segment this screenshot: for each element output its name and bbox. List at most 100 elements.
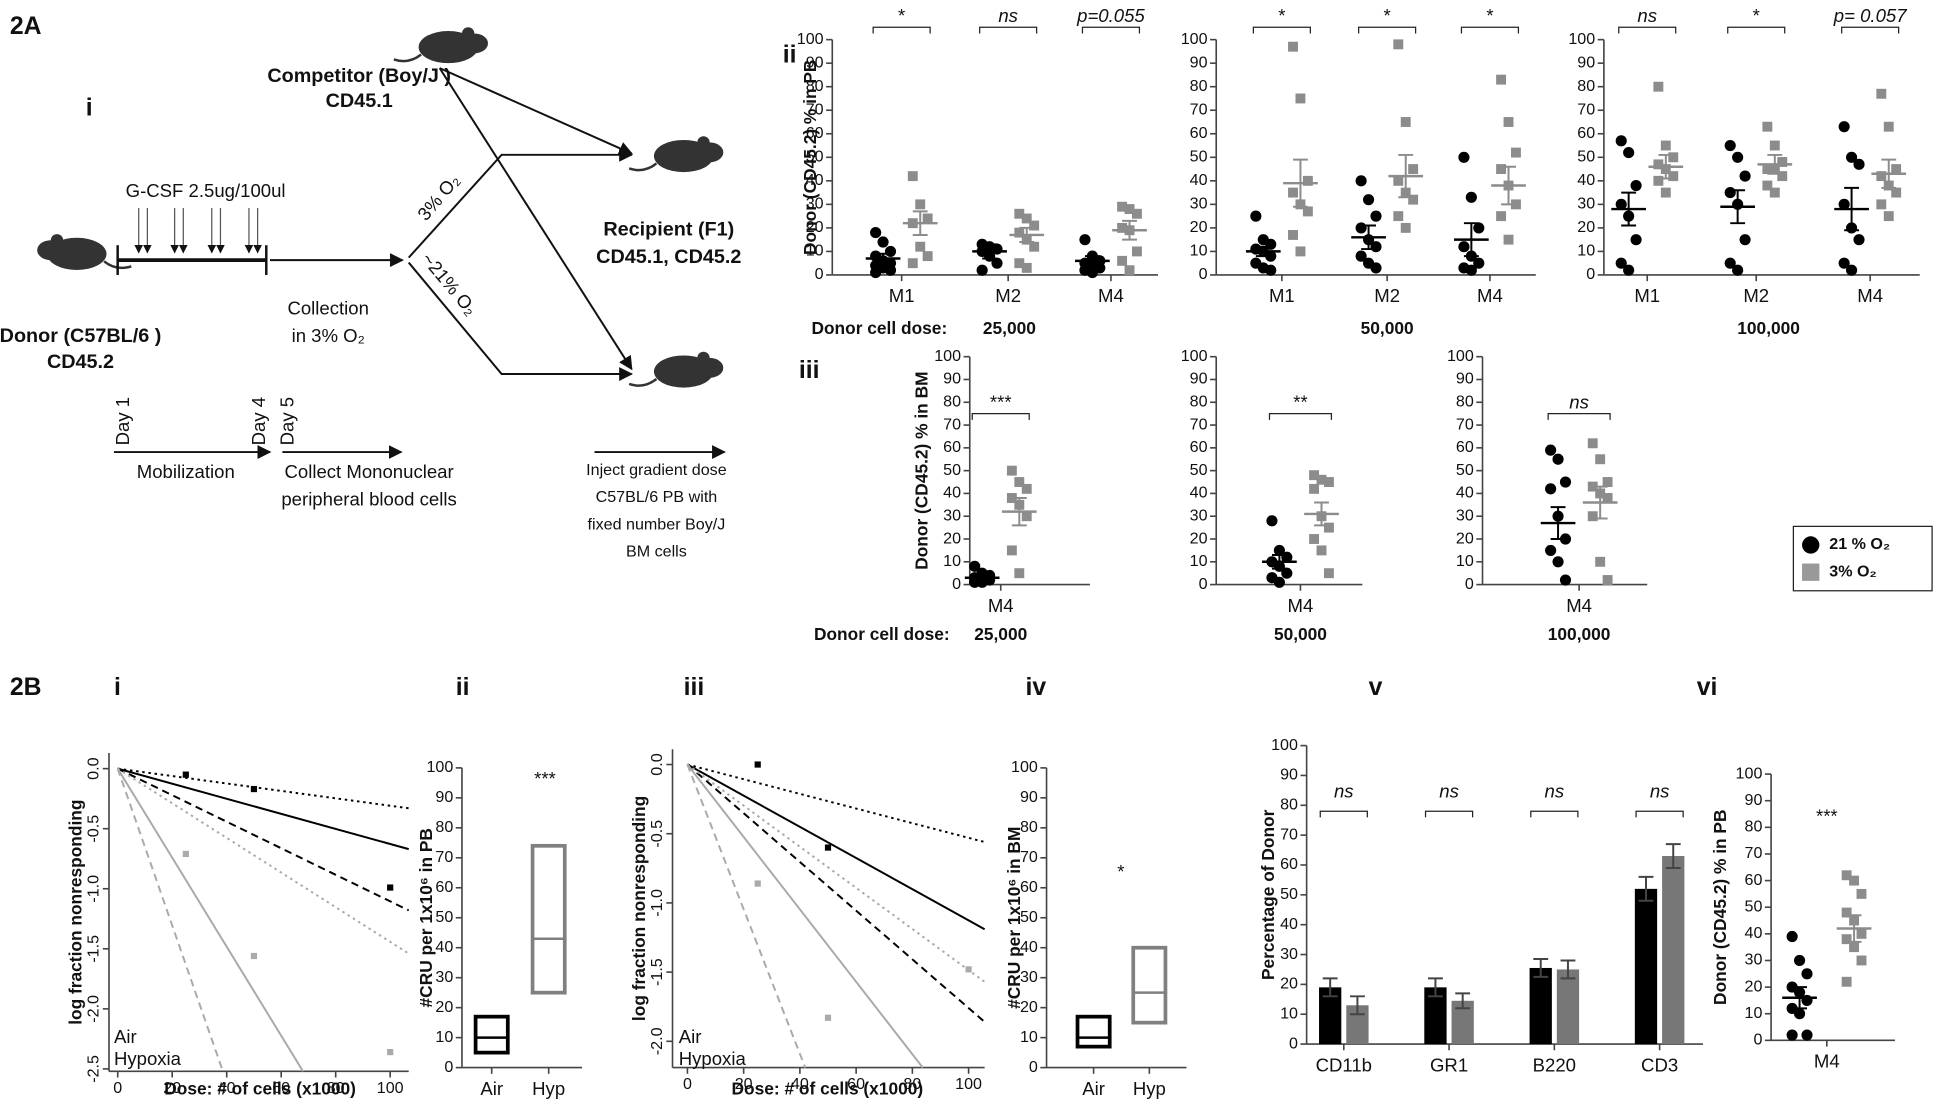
y-tick-label: 70 — [435, 848, 453, 866]
data-point — [884, 245, 897, 257]
error-bar — [1428, 977, 1443, 998]
y-tick-label: -1.0 — [648, 889, 666, 917]
fit-line — [686, 763, 986, 1023]
label: G-CSF 2.5ug/100ul — [126, 180, 286, 201]
y-tick-label: 10 — [435, 1028, 453, 1046]
y-tick-label: 30 — [1020, 968, 1038, 986]
y-tick-label: 20 — [435, 998, 453, 1016]
data-point — [1595, 454, 1606, 465]
y-tick-label: 80 — [1745, 818, 1763, 836]
box — [1131, 945, 1168, 1025]
y-tick-label: 80 — [943, 393, 961, 411]
data-point — [1323, 477, 1334, 487]
error-bar — [1501, 165, 1516, 206]
y-tick-label: 70 — [1190, 100, 1208, 118]
bar — [1319, 987, 1342, 1045]
data-point — [1841, 907, 1852, 918]
data-point — [1724, 139, 1736, 152]
x-tick-label: Air — [480, 1078, 503, 1099]
x-tick-label: 100 — [377, 1079, 404, 1097]
bracket — [872, 26, 931, 34]
data-point — [1014, 568, 1025, 579]
significance: * — [1278, 5, 1285, 26]
legend-label: 3% O₂ — [1829, 562, 1876, 580]
data-point — [1883, 211, 1894, 222]
label: Donor (C57BL/6 ) — [0, 325, 161, 347]
data-point — [976, 264, 988, 276]
x-tick-label: 0 — [113, 1079, 122, 1097]
error-bar — [1592, 485, 1608, 520]
x-tick-label: 60 — [272, 1079, 290, 1097]
data-point — [1458, 241, 1470, 253]
error-bar — [1560, 959, 1576, 980]
data-point — [1086, 267, 1098, 279]
y-tick-label: 90 — [1190, 53, 1208, 71]
data-point — [1400, 222, 1411, 233]
y-tick-label: 50 — [1456, 461, 1474, 479]
y-tick-label: 10 — [806, 242, 824, 260]
y-tick-label: 70 — [1280, 825, 1298, 843]
bracket — [1618, 26, 1677, 34]
y-tick-label: 60 — [1190, 124, 1208, 142]
y-tick-label: 40 — [435, 938, 453, 956]
y-tick-label: 100 — [934, 347, 961, 365]
data-point — [1653, 81, 1664, 92]
y-tick-label: 20 — [1190, 218, 1208, 236]
y-tick-label: -2.0 — [648, 1027, 666, 1055]
bracket — [1081, 26, 1141, 34]
error-bar — [1533, 958, 1549, 978]
data-point — [250, 952, 258, 960]
error-bar — [1271, 553, 1287, 570]
x-tick-label: M4 — [1857, 285, 1883, 306]
y-tick-label: 40 — [1577, 171, 1595, 189]
y-tick-label: 30 — [1456, 506, 1474, 524]
y-tick-label: 90 — [943, 370, 961, 388]
data-point — [1856, 888, 1867, 899]
data-point — [1552, 556, 1564, 568]
y-tick-label: 90 — [1190, 370, 1208, 388]
y-tick-label: 10 — [1190, 552, 1208, 570]
data-point — [1021, 483, 1032, 494]
y-tick-label: -2.5 — [84, 1055, 102, 1083]
data-point — [1117, 222, 1128, 233]
y-tick-label: 0 — [1199, 575, 1208, 593]
y-tick-label: 0 — [1199, 265, 1208, 283]
data-point — [1273, 544, 1285, 556]
y-tick-label: 40 — [943, 484, 961, 502]
data-point — [824, 1014, 832, 1021]
y-tick-label: 100 — [1181, 347, 1208, 365]
data-point — [1266, 515, 1278, 527]
y-tick-label: 50 — [1280, 885, 1298, 903]
data-point — [1503, 234, 1514, 245]
dose-label: Donor cell dose: — [814, 624, 950, 644]
error-bar — [1011, 496, 1027, 527]
significance: ns — [998, 5, 1018, 26]
data-point — [754, 880, 761, 887]
dose: 100,000 — [1548, 624, 1611, 644]
x-tick-label: 20 — [163, 1079, 181, 1097]
legend-marker — [1802, 536, 1820, 554]
y-tick-label: 40 — [1190, 484, 1208, 502]
series-label: Air — [114, 1026, 137, 1047]
y-axis-label: log fraction nonresponding — [629, 796, 649, 1021]
y-tick-label: 90 — [1020, 788, 1038, 806]
significance: * — [1753, 5, 1760, 26]
data-point — [1288, 229, 1298, 240]
panel-label: vi — [1697, 674, 1718, 701]
error-bar — [1792, 986, 1808, 1010]
data-point — [1309, 470, 1320, 481]
label: CD45.1, CD45.2 — [596, 246, 741, 268]
dose: 25,000 — [983, 318, 1036, 338]
data-point — [1653, 159, 1664, 170]
data-point — [1876, 171, 1887, 182]
data-point — [1762, 164, 1773, 175]
error-bar — [1314, 501, 1329, 527]
bracket — [1727, 26, 1786, 34]
data-point — [1660, 187, 1671, 198]
label: Collect Mononuclear — [284, 461, 453, 482]
data-point — [1849, 942, 1860, 953]
y-tick-label: 80 — [1456, 393, 1474, 411]
data-point — [1458, 151, 1470, 163]
fit-line — [117, 767, 410, 912]
bracket — [1424, 810, 1474, 818]
